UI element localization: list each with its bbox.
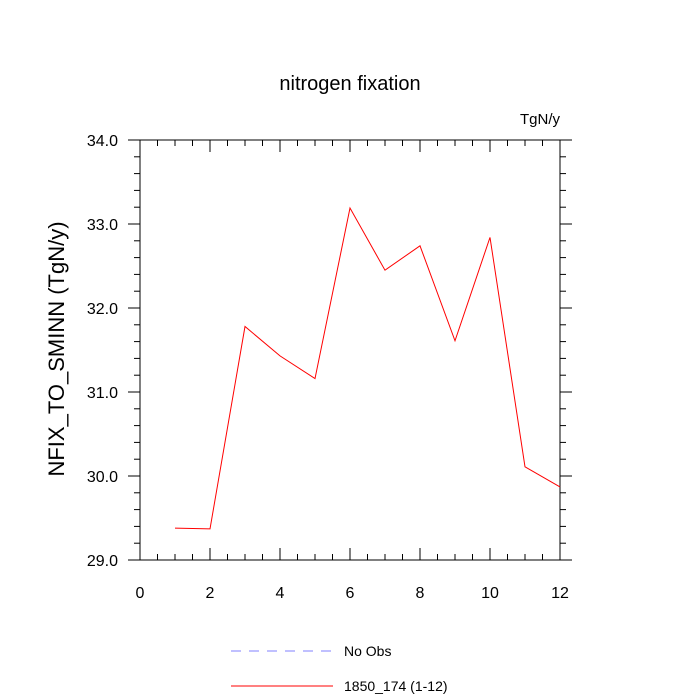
x-tick-label: 12 <box>551 585 569 602</box>
x-tick-label: 4 <box>276 585 285 602</box>
x-tick-label: 8 <box>416 585 425 602</box>
y-axis-label: NFIX_TO_SMINN (TgN/y) <box>44 221 69 476</box>
x-tick-label: 0 <box>136 585 145 602</box>
axis-ticks <box>128 139 572 561</box>
x-tick-label: 2 <box>206 585 215 602</box>
legend: No Obs 1850_174 (1-12) <box>231 643 448 694</box>
units-label: TgN/y <box>520 111 561 128</box>
series-line <box>174 206 561 530</box>
y-tick-label: 34.0 <box>87 133 118 150</box>
chart-title: nitrogen fixation <box>279 73 420 95</box>
y-tick-label: 32.0 <box>87 301 118 318</box>
legend-label: No Obs <box>344 643 391 659</box>
tick-labels: 0 2 4 6 8 10 12 29.0 30.0 31.0 32.0 33.0 34.0 <box>87 133 569 602</box>
y-tick-label: 31.0 <box>87 385 118 402</box>
y-tick-label: 30.0 <box>87 469 118 486</box>
y-tick-label: 33.0 <box>87 217 118 234</box>
series-layer <box>174 206 561 530</box>
y-tick-label: 29.0 <box>87 553 118 570</box>
legend-label: 1850_174 (1-12) <box>344 678 448 694</box>
plot-frame <box>139 139 561 561</box>
x-tick-label: 10 <box>481 585 499 602</box>
x-tick-label: 6 <box>346 585 355 602</box>
